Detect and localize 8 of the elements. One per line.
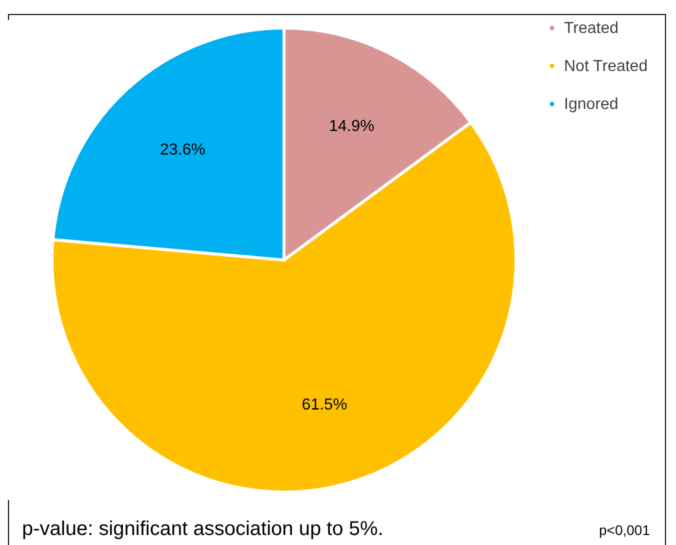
legend-label: Not Treated: [564, 58, 648, 75]
text: p-value: significant association up to 5%.: [22, 518, 384, 541]
legend-label: Ignored: [564, 96, 618, 113]
data-label: 14.9%: [328, 118, 374, 136]
data-label: 61.5%: [302, 396, 348, 414]
text: p<0,001: [599, 522, 650, 538]
data-label: 23.6%: [160, 141, 206, 158]
legend-label: Treated: [564, 20, 619, 37]
